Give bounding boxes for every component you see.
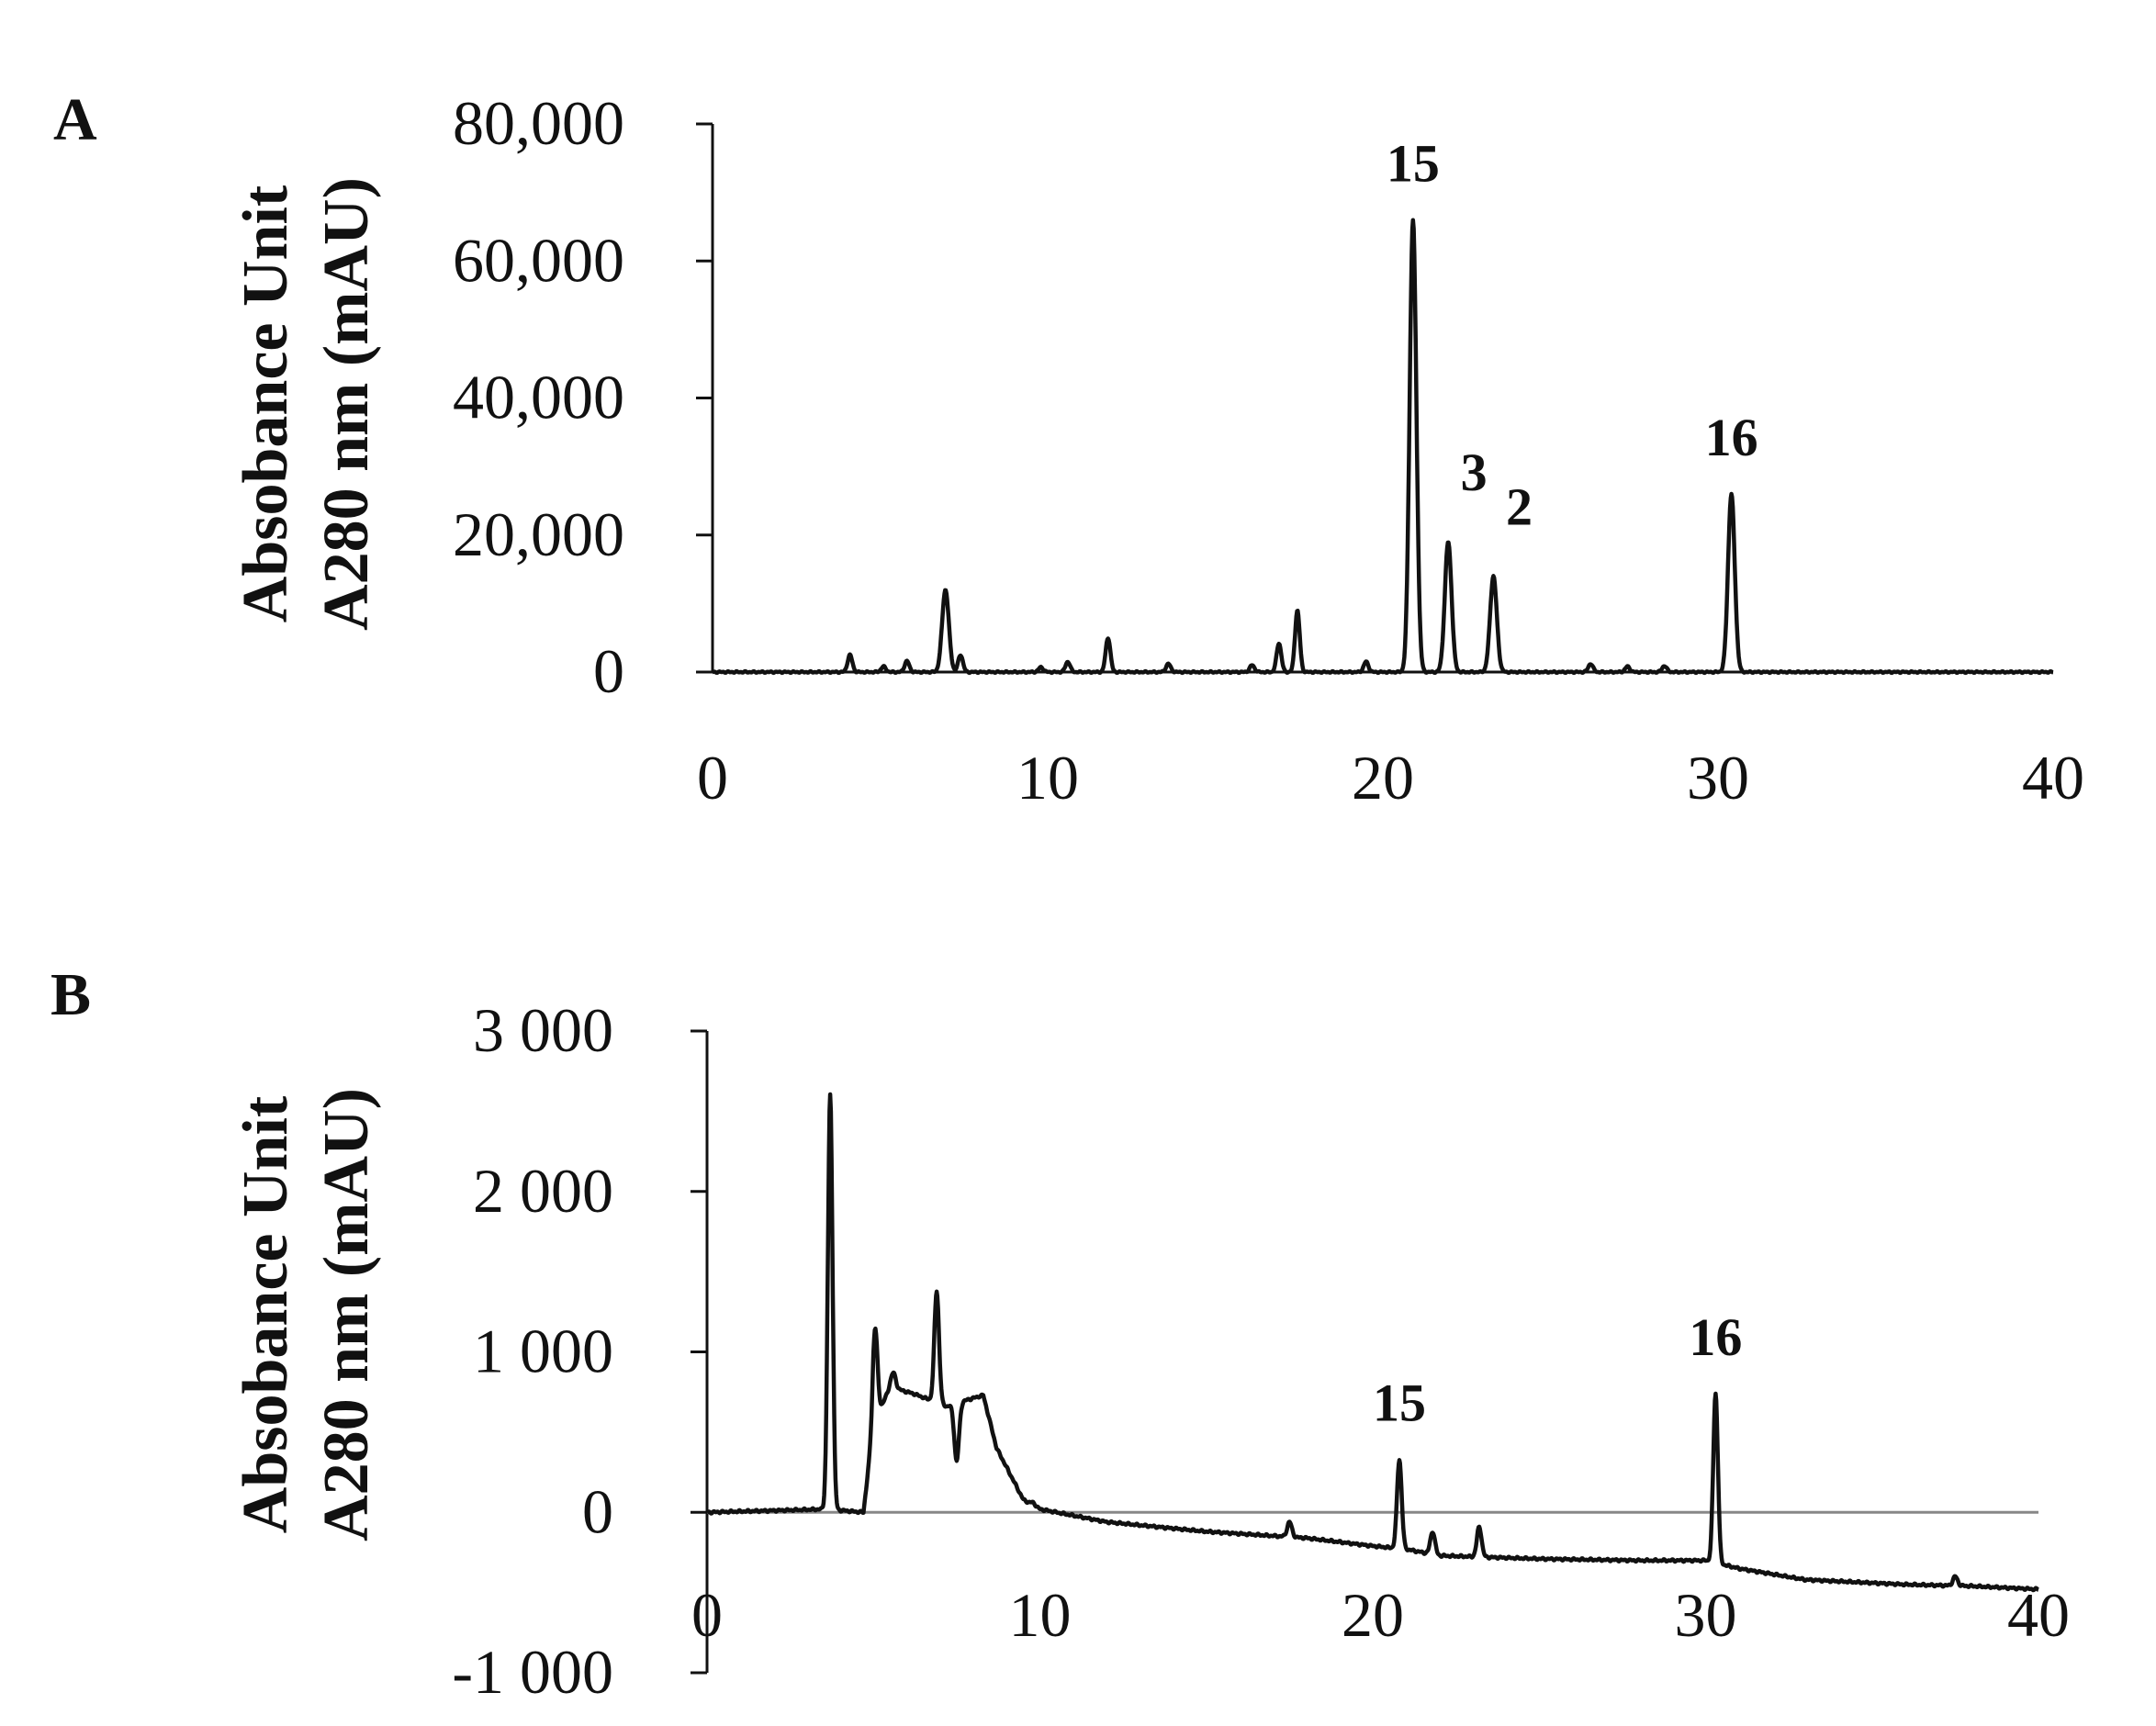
- y-tick-label: 2 000: [473, 1156, 613, 1226]
- peak-label: 2: [1506, 477, 1533, 537]
- x-tick-label: 20: [1352, 743, 1414, 813]
- panel-letter: B: [51, 961, 91, 1028]
- x-tick-label: 10: [1009, 1580, 1072, 1650]
- y-axis-label-line: Absobance Unit: [230, 1096, 301, 1533]
- x-tick-label: 40: [2022, 743, 2084, 813]
- y-tick-label: 0: [593, 636, 624, 706]
- x-tick-label: 10: [1016, 743, 1079, 813]
- y-tick-label: 0: [582, 1476, 613, 1546]
- y-tick-label: 80,000: [453, 88, 624, 158]
- x-tick-label: 30: [1675, 1580, 1737, 1650]
- y-tick-label: 3 000: [473, 995, 613, 1065]
- x-tick-label: 0: [697, 743, 728, 813]
- x-tick-label: 20: [1342, 1580, 1404, 1650]
- chromatogram-trace: [705, 1092, 2040, 1593]
- y-tick-label: 60,000: [453, 225, 624, 295]
- peak-label: 3: [1461, 443, 1488, 502]
- y-tick-label: 20,000: [453, 499, 624, 569]
- y-axis-label-line: A280 nm (mAU): [311, 1088, 382, 1541]
- x-tick-label: 40: [2007, 1580, 2070, 1650]
- peak-label: 16: [1705, 408, 1758, 467]
- y-tick-label: 1 000: [473, 1317, 613, 1386]
- chromatogram-trace: [711, 218, 2055, 676]
- x-tick-label: 30: [1687, 743, 1749, 813]
- y-tick-label: -1 000: [452, 1637, 613, 1707]
- y-tick-label: 40,000: [453, 363, 624, 432]
- y-axis-label-line: Absobance Unit: [230, 185, 301, 622]
- y-axis-label-line: A280 nm (mAU): [311, 177, 382, 631]
- peak-label: 15: [1387, 133, 1440, 193]
- peak-label: 15: [1373, 1373, 1426, 1433]
- peak-label: 16: [1689, 1307, 1742, 1367]
- panel-letter: A: [53, 86, 97, 153]
- x-tick-label: 0: [691, 1580, 723, 1650]
